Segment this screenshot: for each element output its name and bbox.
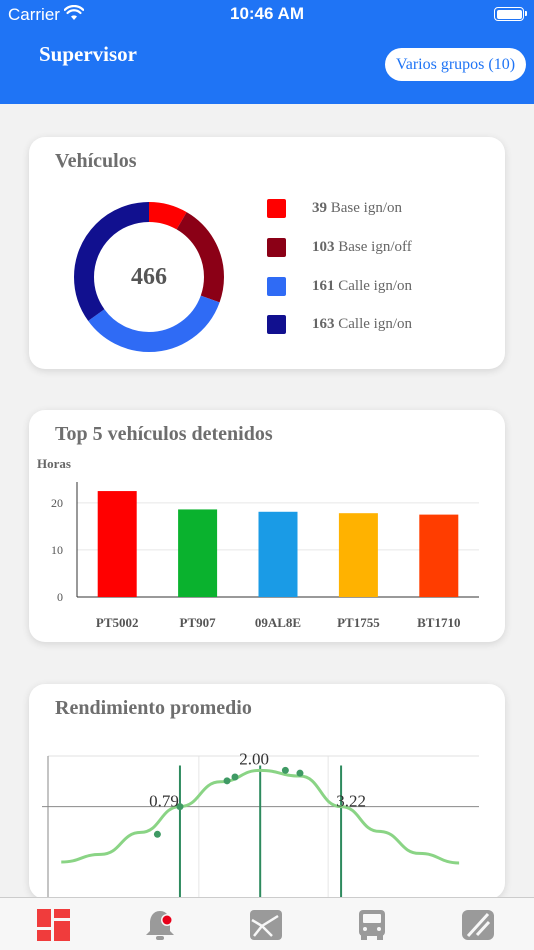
bar [338, 513, 378, 597]
tab-bar [0, 897, 534, 950]
data-point [223, 777, 231, 785]
stopped-card-title: Top 5 vehículos detenidos [55, 423, 273, 445]
page-title: Supervisor [39, 42, 138, 66]
legend-swatch [267, 277, 286, 296]
marker-label: 3.22 [336, 792, 366, 811]
x-tick-label: BT1710 [417, 615, 460, 630]
legend-count: 161 [312, 278, 335, 294]
wifi-icon [64, 5, 84, 20]
donut-slice [74, 202, 224, 352]
donut-slice [74, 202, 224, 352]
battery-icon [494, 7, 527, 21]
bar [97, 491, 137, 597]
legend-label: Calle ign/on [338, 316, 412, 332]
y-tick-label: 0 [57, 590, 63, 604]
performance-curve-chart[interactable]: 0.79 2.00 3.22 [29, 734, 505, 899]
bar [178, 509, 218, 597]
bar [419, 514, 459, 597]
map-icon[interactable] [248, 908, 284, 942]
performance-card: Rendimiento promedio 0.79 2.00 3.22 [29, 684, 505, 899]
status-bar: Carrier 10:46 AM [0, 0, 534, 30]
donut-slice [74, 202, 224, 352]
legend-count: 103 [312, 239, 335, 255]
x-tick-label: 09AL8E [255, 615, 301, 630]
y-tick-label: 20 [51, 496, 63, 510]
y-axis-label: Horas [37, 456, 71, 471]
x-tick-label: PT907 [180, 615, 217, 630]
legend-label: Base ign/on [330, 200, 402, 216]
legend-label: Base ign/off [338, 239, 412, 255]
marker-label: 0.79 [149, 792, 179, 811]
vehicles-card: Vehículos 466 39 Base ign/on 103 Base ig… [29, 137, 505, 369]
x-tick-label: PT5002 [96, 615, 139, 630]
vehicles-card-title: Vehículos [55, 150, 137, 172]
data-point [281, 766, 289, 774]
data-point [153, 830, 161, 838]
x-tick-label: PT1755 [337, 615, 380, 630]
bar [258, 511, 298, 597]
legend-count: 163 [312, 316, 335, 332]
legend-swatch [267, 238, 286, 257]
legend-count: 39 [312, 200, 327, 216]
truck-icon[interactable] [354, 908, 390, 942]
y-tick-label: 10 [51, 543, 63, 557]
data-point [231, 773, 239, 781]
routes-icon[interactable] [460, 908, 496, 942]
legend-swatch [267, 315, 286, 334]
group-selector-button[interactable]: Varios grupos (10) [385, 48, 526, 81]
alerts-bell-icon[interactable] [142, 908, 178, 942]
data-point [296, 769, 304, 777]
donut-total: 466 [131, 264, 167, 290]
legend-label: Calle ign/on [338, 278, 412, 294]
performance-curve [61, 768, 460, 865]
stopped-vehicles-card: Top 5 vehículos detenidos Horas 0 10 20 PT5… [29, 410, 505, 642]
legend-swatch [267, 199, 286, 218]
carrier-label: Carrier [8, 5, 60, 24]
data-point [176, 803, 184, 811]
vehicles-donut-chart[interactable] [71, 199, 227, 355]
stopped-vehicles-bar-chart[interactable]: Horas 0 10 20 PT5002 PT907 09AL8E PT1755 BT1710 [29, 452, 505, 642]
marker-label: 2.00 [239, 749, 269, 768]
dashboard-icon[interactable] [36, 908, 72, 942]
status-time: 10:46 AM [229, 4, 304, 23]
app-header: Carrier 10:46 AM Supervisor Varios grupo… [0, 0, 534, 104]
performance-card-title: Rendimiento promedio [55, 697, 252, 719]
